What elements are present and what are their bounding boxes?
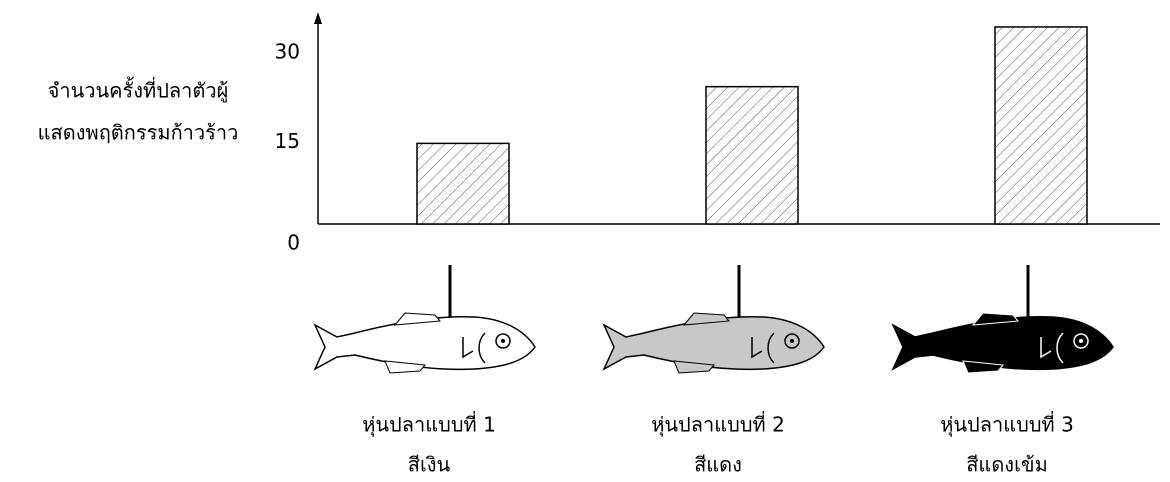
fish-fin [384, 312, 441, 374]
bar [994, 26, 1088, 225]
fish-fin [962, 312, 1019, 374]
x-tick-label: หุ่นปลาแบบที่ 3 [940, 411, 1074, 438]
x-tick-label: หุ่นปลาแบบที่ 1 [362, 411, 496, 438]
y-axis-label: แสดงพฤติกรรมก้าวร้าว [38, 121, 239, 145]
fish-pupil [501, 339, 505, 343]
fish-gill [751, 332, 775, 364]
y-tick-label: 30 [275, 39, 300, 63]
y-axis-label: จำนวนครั้งที่ปลาตัวผู้ [48, 77, 229, 104]
fish-model [313, 265, 536, 374]
fish-gill [462, 332, 486, 364]
x-tick-sublabel: สีเงิน [408, 453, 451, 477]
x-tick-label: หุ่นปลาแบบที่ 2 [651, 411, 785, 438]
x-tick-sublabel: สีแดงเข้ม [966, 453, 1048, 477]
fish-gill [1040, 332, 1064, 364]
y-axis-arrow [314, 12, 322, 24]
fish-pupil [790, 339, 794, 343]
bar [416, 142, 510, 225]
fish-model [891, 265, 1114, 374]
fish-model [602, 265, 825, 374]
fish-pupil [1079, 339, 1083, 343]
y-tick-label: 15 [275, 129, 300, 153]
bar [705, 85, 799, 225]
x-tick-sublabel: สีแดง [694, 453, 742, 477]
y-tick-label: 0 [287, 231, 300, 255]
fish-fin [673, 312, 730, 374]
